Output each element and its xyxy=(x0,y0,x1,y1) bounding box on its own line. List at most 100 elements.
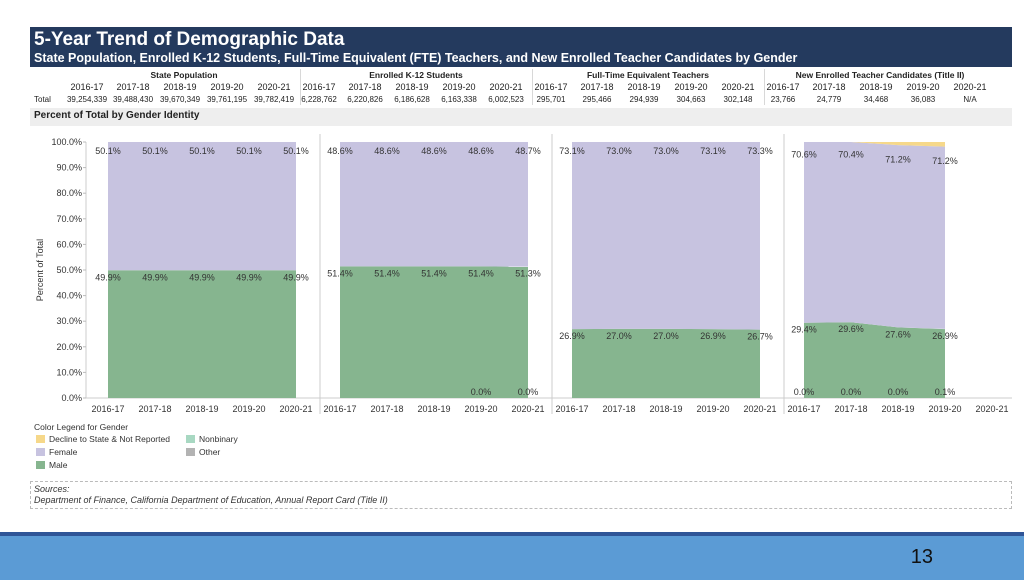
year-header: 2018-19 xyxy=(395,82,429,92)
area-female xyxy=(804,142,945,329)
year-header: 2019-20 xyxy=(442,82,476,92)
legend-label-decline: Decline to State & Not Reported xyxy=(49,434,170,444)
data-label-male: 26.9% xyxy=(932,331,958,341)
year-header: 2019-20 xyxy=(674,82,708,92)
data-label-female: 50.1% xyxy=(283,146,309,156)
y-tick-label: 70.0% xyxy=(56,214,82,224)
x-tick-label: 2018-19 xyxy=(881,404,914,414)
x-tick-label: 2016-17 xyxy=(323,404,356,414)
y-tick-label: 30.0% xyxy=(56,316,82,326)
y-tick-label: 100.0% xyxy=(51,137,82,147)
area-male xyxy=(572,328,760,398)
year-header: 2018-19 xyxy=(627,82,661,92)
x-tick-label: 2020-21 xyxy=(743,404,776,414)
year-header: 2016-17 xyxy=(302,82,336,92)
sources-text: Department of Finance, California Depart… xyxy=(34,495,388,505)
year-header: 2018-19 xyxy=(859,82,893,92)
year-header: 2016-17 xyxy=(534,82,568,92)
data-label-male: 29.6% xyxy=(838,324,864,334)
legend-swatch-male xyxy=(36,461,45,469)
total-value: 294,939 xyxy=(629,95,659,104)
data-label-male: 49.9% xyxy=(236,272,262,282)
total-value: 24,779 xyxy=(816,95,842,104)
sources-label: Sources: xyxy=(34,484,70,494)
data-label-female: 70.6% xyxy=(791,150,817,160)
y-tick-label: 0.0% xyxy=(61,393,82,403)
footer-bar: 13 xyxy=(0,532,1024,580)
title-banner: 5-Year Trend of Demographic Data State P… xyxy=(30,27,1012,67)
data-label-female: 70.4% xyxy=(838,150,864,160)
y-tick-label: 50.0% xyxy=(56,265,82,275)
legend-label-male: Male xyxy=(49,460,68,470)
x-tick-label: 2020-21 xyxy=(279,404,312,414)
total-value: 36,083 xyxy=(910,95,936,104)
legend-header: Color Legend for Gender xyxy=(34,422,129,432)
data-label-female: 48.6% xyxy=(421,146,447,156)
data-label-male: 49.9% xyxy=(142,272,168,282)
legend-swatch-decline xyxy=(36,435,45,443)
legend-swatch-other xyxy=(186,448,195,456)
total-value: 39,254,339 xyxy=(66,95,108,104)
year-header: 2020-21 xyxy=(953,82,987,92)
year-header: 2017-18 xyxy=(580,82,614,92)
group-header: Full-Time Equivalent Teachers xyxy=(586,70,710,80)
y-tick-label: 20.0% xyxy=(56,342,82,352)
x-tick-label: 2020-21 xyxy=(975,404,1008,414)
data-label-male: 51.4% xyxy=(468,268,494,278)
x-tick-label: 2019-20 xyxy=(464,404,497,414)
data-label-female: 48.6% xyxy=(468,146,494,156)
area-female xyxy=(572,142,760,330)
area-male xyxy=(340,266,528,398)
y-tick-label: 40.0% xyxy=(56,291,82,301)
data-label-nonbinary: 0.1% xyxy=(935,387,956,397)
data-label-male: 51.4% xyxy=(374,268,400,278)
area-male xyxy=(108,270,296,398)
data-label-female: 48.6% xyxy=(374,146,400,156)
data-label-female: 71.2% xyxy=(932,156,958,166)
legend-item-female: Female xyxy=(36,447,77,457)
data-label-male: 51.4% xyxy=(327,268,353,278)
group-separator xyxy=(300,69,301,105)
data-label-female: 48.6% xyxy=(327,146,353,156)
x-tick-label: 2018-19 xyxy=(649,404,682,414)
y-tick-label: 60.0% xyxy=(56,239,82,249)
gender-area-chart: 0.0% 10.0% 20.0% 30.0% 40.0% 50.0% 60.0% 70.0% 8… xyxy=(35,134,1012,414)
x-tick-label: 2017-18 xyxy=(834,404,867,414)
total-value: 34,468 xyxy=(863,95,889,104)
x-tick-label: 2019-20 xyxy=(928,404,961,414)
data-label-nonbinary: 0.0% xyxy=(841,387,862,397)
data-label-male: 49.9% xyxy=(95,272,121,282)
data-label-female: 73.0% xyxy=(653,146,679,156)
legend-label-nonbinary: Nonbinary xyxy=(199,434,238,444)
total-value: 295,701 xyxy=(536,95,566,104)
x-tick-label: 2016-17 xyxy=(91,404,124,414)
sources-box: Sources: Department of Finance, Californ… xyxy=(30,481,1012,509)
legend-item-nonbinary: Nonbinary xyxy=(186,434,238,444)
x-tick-label: 2020-21 xyxy=(511,404,544,414)
section-label: Percent of Total by Gender Identity xyxy=(34,110,200,121)
x-tick-label: 2017-18 xyxy=(370,404,403,414)
data-label-male: 49.9% xyxy=(189,272,215,282)
total-row-label: Total xyxy=(34,95,51,104)
total-value: 6,002,523 xyxy=(488,95,524,104)
total-value: 39,782,419 xyxy=(253,95,295,104)
year-header: 2020-21 xyxy=(489,82,523,92)
page-subtitle: State Population, Enrolled K-12 Students… xyxy=(34,51,798,65)
y-tick-label: 10.0% xyxy=(56,367,82,377)
total-value: 304,663 xyxy=(676,95,706,104)
area-male xyxy=(804,322,945,398)
y-tick-label: 80.0% xyxy=(56,188,82,198)
x-tick-label: 2017-18 xyxy=(602,404,635,414)
legend-swatch-nonbinary xyxy=(186,435,195,443)
data-label-female: 73.0% xyxy=(606,146,632,156)
legend-item-other: Other xyxy=(186,447,220,457)
total-value: N/A xyxy=(963,95,977,104)
data-label-male: 51.4% xyxy=(421,268,447,278)
x-tick-label: 2019-20 xyxy=(696,404,729,414)
color-legend: Color Legend for Gender Decline to State… xyxy=(30,422,290,472)
total-value: 39,761,195 xyxy=(206,95,248,104)
group-header: Enrolled K-12 Students xyxy=(369,70,463,80)
data-label-female: 50.1% xyxy=(142,146,168,156)
total-value: 6,163,338 xyxy=(441,95,477,104)
group-separator xyxy=(532,69,533,105)
